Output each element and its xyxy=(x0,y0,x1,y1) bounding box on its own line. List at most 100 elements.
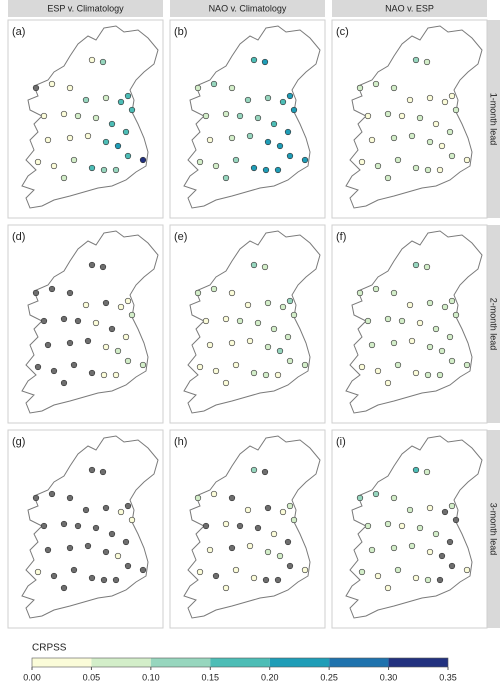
station-dot xyxy=(88,56,96,64)
station-dot xyxy=(50,572,58,580)
station-dot xyxy=(372,80,380,88)
station-dot xyxy=(60,584,68,592)
panel-label: (f) xyxy=(336,231,346,243)
map-panel: (a) xyxy=(7,19,164,219)
station-dot xyxy=(102,504,110,512)
station-dot xyxy=(262,576,270,584)
station-dot xyxy=(364,112,372,120)
station-dot xyxy=(301,156,309,164)
station-dot xyxy=(279,303,287,311)
station-dot xyxy=(84,132,92,140)
station-dot xyxy=(452,516,460,524)
station-dot xyxy=(424,371,432,379)
station-dot xyxy=(139,361,147,369)
station-dot xyxy=(99,468,107,476)
station-dot xyxy=(406,96,414,104)
station-dot xyxy=(264,299,272,307)
station-dot xyxy=(394,361,402,369)
station-dot xyxy=(441,508,449,516)
station-dot xyxy=(364,522,372,530)
station-dot xyxy=(276,347,284,355)
row-header: 1-month lead xyxy=(489,93,499,146)
station-dot xyxy=(372,285,380,293)
station-dot xyxy=(446,538,454,546)
map-panel: (g) xyxy=(7,429,164,629)
colorbar-tick-label: 0.20 xyxy=(261,672,279,682)
station-dot xyxy=(66,544,74,552)
station-dot xyxy=(232,566,240,574)
station-dot xyxy=(99,58,107,66)
station-dot xyxy=(66,84,74,92)
station-dot xyxy=(222,520,230,528)
station-dot xyxy=(286,357,294,365)
station-dot xyxy=(82,506,90,514)
station-dot xyxy=(301,566,309,574)
station-dot xyxy=(112,371,120,379)
station-dot xyxy=(398,112,406,120)
station-dot xyxy=(108,530,116,538)
station-dot xyxy=(128,516,136,524)
station-dot xyxy=(446,128,454,136)
station-dot xyxy=(426,138,434,146)
station-dot xyxy=(412,574,420,582)
station-dot xyxy=(426,94,434,102)
station-dot xyxy=(301,361,309,369)
station-dot xyxy=(92,319,100,327)
station-dot xyxy=(196,363,204,371)
station-dot xyxy=(448,152,456,160)
station-dot xyxy=(452,106,460,114)
station-dot xyxy=(82,96,90,104)
station-dot xyxy=(384,520,392,528)
station-dot xyxy=(279,98,287,106)
station-dot xyxy=(426,548,434,556)
station-dot xyxy=(60,520,68,528)
station-dot xyxy=(100,576,108,584)
column-header: NAO v. Climatology xyxy=(209,3,287,13)
station-dot xyxy=(139,566,147,574)
station-dot xyxy=(250,164,258,172)
station-dot xyxy=(463,566,471,574)
station-dot xyxy=(50,162,58,170)
station-dot xyxy=(194,84,202,92)
station-dot xyxy=(44,546,52,554)
station-dot xyxy=(48,490,56,498)
station-dot xyxy=(412,466,420,474)
station-dot xyxy=(246,542,254,550)
station-dot xyxy=(368,546,376,554)
station-dot xyxy=(117,508,125,516)
station-dot xyxy=(441,303,449,311)
station-dot xyxy=(232,156,240,164)
station-dot xyxy=(139,156,147,164)
station-dot xyxy=(194,289,202,297)
station-dot xyxy=(236,317,244,325)
map-panel: (b) xyxy=(169,19,326,219)
station-dot xyxy=(463,156,471,164)
station-dot xyxy=(202,317,210,325)
station-dot xyxy=(102,548,110,556)
station-dot xyxy=(40,317,48,325)
row-header-bg xyxy=(486,20,500,218)
station-dot xyxy=(70,156,78,164)
station-dot xyxy=(406,301,414,309)
station-dot xyxy=(264,138,272,146)
station-dot xyxy=(356,494,364,502)
station-dot xyxy=(262,371,270,379)
station-dot xyxy=(358,363,366,371)
station-dot xyxy=(206,136,214,144)
panel-label: (i) xyxy=(336,436,346,448)
station-dot xyxy=(60,174,68,182)
station-dot xyxy=(212,162,220,170)
station-dot xyxy=(446,333,454,341)
station-dot xyxy=(408,132,416,140)
station-dot xyxy=(390,494,398,502)
station-dot xyxy=(32,289,40,297)
station-dot xyxy=(114,347,122,355)
station-dot xyxy=(254,524,262,532)
station-dot xyxy=(210,490,218,498)
station-dot xyxy=(270,530,278,538)
station-dot xyxy=(264,504,272,512)
station-dot xyxy=(102,94,110,102)
station-dot xyxy=(250,466,258,474)
colorbar-segment xyxy=(388,658,448,667)
station-dot xyxy=(122,128,130,136)
